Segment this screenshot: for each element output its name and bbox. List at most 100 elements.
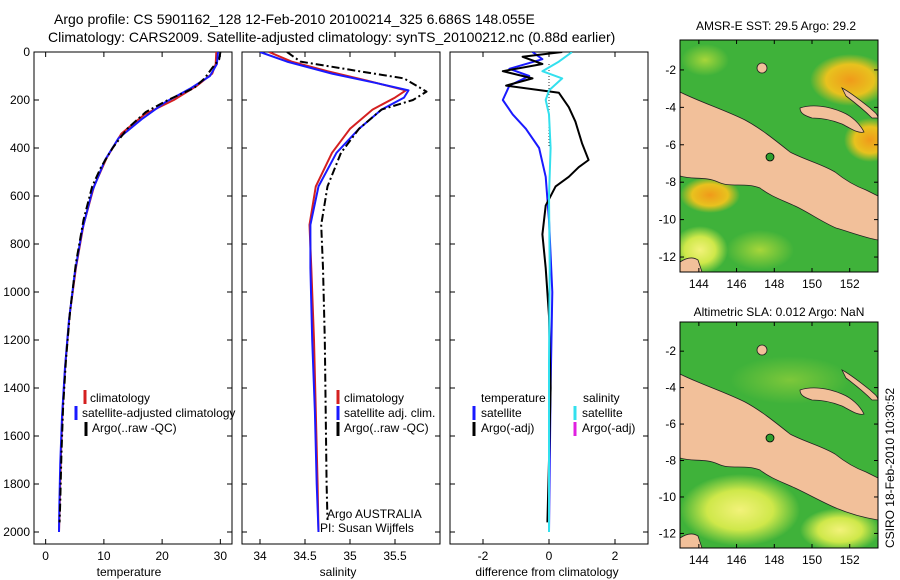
temperature-panel: 0 10 20 30 0 200 400 600 800 1000 1200 1400 1600 1800… [3,45,235,579]
map-y-tick-label: -8 [665,175,676,189]
series-line-temperature-argo-adj [501,52,590,523]
legend-sal-argo-label: Argo(-adj) [582,421,635,435]
difference-xlabel: difference from climatology [475,565,618,579]
sst-warm-patch [726,230,794,270]
legend-temp-satellite-label: satellite [481,406,522,420]
temperature-legend: climatology satellite-adjusted climatolo… [74,390,235,436]
legend-satellite-label: satellite adj. clim. [344,406,435,420]
map-x-tick-label: 148 [764,553,784,567]
map-y-tick-label: -12 [659,526,677,540]
sla-map-frame [679,321,879,549]
map-y-tick-label: -8 [665,454,676,468]
y-tick-label: 1000 [3,285,30,299]
map-y-tick-label: -10 [659,213,677,227]
sst-map-panel: AMSR-E SST: 29.5 Argo: 29.2 144 146 148 150… [659,19,879,291]
sst-warm-patch [680,177,740,213]
x-tick-label: 35 [343,549,357,563]
x-tick-label: 34 [253,549,267,563]
legend-temperature-title: temperature [481,391,546,405]
x-tick-label: 0 [546,549,553,563]
map-x-tick-label: 152 [840,277,860,291]
x-tick-label: 35.5 [383,549,407,563]
header-line-1: Argo profile: CS 5901162_128 12-Feb-2010… [54,11,535,27]
salinity-annotation-line-2: PI: Susan Wijffels [320,521,414,535]
salinity-xlabel: salinity [320,565,357,579]
map-x-tick-label: 144 [689,277,709,291]
series-line-salinity-satellite [541,52,573,532]
sst-map-title: AMSR-E SST: 29.5 Argo: 29.2 [696,19,856,33]
new-guinea-land [680,91,878,241]
difference-legend: temperature satellite Argo(-adj) salinit… [472,391,635,436]
legend-climatology-label: climatology [344,391,404,405]
map-y-tick-label: -12 [659,250,677,264]
legend-sal-satellite-label: satellite [582,406,623,420]
sla-high-patch [680,474,800,546]
salinity-annotation-line-1: Argo AUSTRALIA [327,507,422,521]
salinity-axes-box [241,51,441,545]
x-tick-label: 30 [214,549,228,563]
map-y-tick-label: -2 [665,344,676,358]
manus-island [756,62,768,74]
map-x-tick-label: 150 [802,277,822,291]
new-guinea-land [680,373,878,521]
y-tick-label: 1200 [3,333,30,347]
x-tick-label: 2 [612,549,619,563]
y-tick-label: 1800 [3,477,30,491]
legend-climatology-label: climatology [90,391,150,405]
map-x-tick-label: 146 [727,553,747,567]
salinity-legend: climatology satellite adj. clim. Argo(..… [336,390,435,436]
x-tick-label: 20 [155,549,169,563]
map-x-tick-label: 148 [764,277,784,291]
y-tick-label: 2000 [3,525,30,539]
new-britain-land [799,387,865,415]
manus-island [756,344,768,356]
sla-map-panel: Altimetric SLA: 0.012 Argo: NaN 144 146 14… [659,305,879,567]
y-tick-label: 600 [10,189,30,203]
temperature-xlabel: temperature [97,565,162,579]
map-y-tick-label: -6 [665,417,676,431]
sla-high-patch [800,508,878,548]
australia-land [680,257,703,272]
series-line-satellite-adjusted-climatology [58,52,219,533]
new-britain-land [799,105,865,133]
series-line-argo-raw-qc [286,52,428,521]
y-tick-label: 1600 [3,429,30,443]
map-x-tick-label: 152 [840,553,860,567]
legend-temp-argo-label: Argo(-adj) [481,421,534,435]
australia-land [680,533,703,548]
map-y-tick-label: -2 [665,63,676,77]
y-tick-label: 200 [10,93,30,107]
sst-warm-patch [681,44,729,76]
map-x-tick-label: 150 [802,553,822,567]
series-line-argo-raw-qc [58,52,222,523]
x-tick-label: -2 [478,549,489,563]
map-x-tick-label: 144 [689,553,709,567]
y-tick-label: 400 [10,141,30,155]
new-ireland-land [841,369,878,401]
sla-map-title: Altimetric SLA: 0.012 Argo: NaN [694,305,865,319]
new-ireland-land [841,87,878,119]
legend-salinity-title: salinity [583,391,620,405]
csiro-timestamp: CSIRO 18-Feb-2010 10:30:52 [883,388,897,548]
header-line-2: Climatology: CARS2009. Satellite-adjuste… [48,29,615,45]
series-line-satellite-adj-clim [259,52,410,533]
y-tick-label: 1400 [3,381,30,395]
map-y-tick-label: -10 [659,490,677,504]
salinity-panel: 34 34.5 35 35.5 salinity climatology satell… [241,51,441,579]
x-tick-label: 34.5 [293,549,317,563]
temperature-axes-box [33,51,233,545]
difference-panel: -2 0 2 difference from climatology tempera… [449,51,649,579]
legend-argo-label: Argo(..raw -QC) [344,421,429,435]
map-y-tick-label: -4 [665,381,676,395]
map-y-tick-label: -6 [665,138,676,152]
x-tick-label: 10 [97,549,111,563]
map-x-tick-label: 146 [727,277,747,291]
map-y-tick-label: -4 [665,100,676,114]
sst-warm-patch [810,54,878,106]
argo-position-marker [765,152,775,162]
legend-argo-label: Argo(..raw -QC) [92,421,177,435]
y-tick-label: 0 [23,45,30,59]
y-tick-label: 800 [10,237,30,251]
sst-map-frame [679,39,879,273]
